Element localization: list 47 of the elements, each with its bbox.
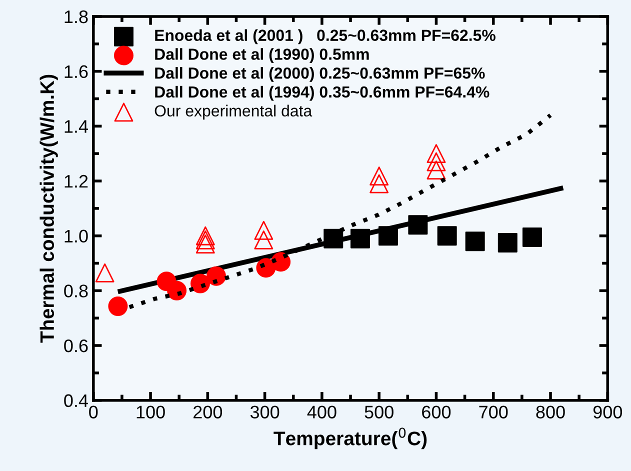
point (378, 226, 398, 246)
y-axis-title: Thermal conductivity(W/m.K) (40, 74, 58, 343)
point (95, 263, 114, 282)
x-tick-label: 200 (194, 406, 222, 418)
point (108, 296, 128, 316)
legend-label: Dall Done et al (2000) 0.25~0.63mm PF=65% (155, 67, 485, 82)
point (408, 215, 428, 235)
point (370, 166, 389, 186)
point (196, 234, 215, 254)
legend-label: Dall Done et al (1994) 0.35~0.6mm PF=64.4% (155, 86, 490, 101)
y-tick-label: 0.4 (64, 394, 88, 408)
point (254, 230, 274, 250)
point (426, 160, 446, 180)
x-tick-label: 100 (136, 406, 165, 418)
x-tick-label: 900 (593, 406, 622, 418)
point (522, 227, 542, 247)
point (498, 232, 518, 252)
point (465, 232, 485, 252)
point (196, 230, 215, 250)
point (426, 152, 446, 172)
legend-label: Our experimental data (154, 104, 312, 120)
legend-label: Enoeda et al (2001 ) 0.25~0.63mm PF=62.5% (155, 29, 496, 44)
point (167, 280, 187, 300)
point (426, 144, 446, 164)
x-tick-label: 0 (89, 406, 98, 418)
y-tick-label: 1.0 (64, 230, 88, 243)
x-tick-label: 600 (422, 406, 451, 418)
y-tick-label: 1.8 (64, 10, 88, 24)
point (196, 226, 215, 246)
y-tick-label: 1.4 (64, 120, 88, 133)
point (206, 266, 226, 286)
y-tick-label: 1.6 (64, 65, 88, 78)
x-tick-label: 500 (364, 406, 394, 418)
y-tick-label: 0.6 (64, 339, 88, 352)
point (254, 220, 274, 240)
x-tick-label: 700 (479, 406, 508, 418)
x-axis-title: Temperature($^{0}$C) (274, 428, 427, 450)
x-tick-label: 300 (250, 406, 280, 418)
point (350, 228, 370, 248)
point (324, 228, 344, 248)
legend-label: Dall Done et al (1990) 0.5mm (155, 48, 369, 64)
y-tick-label: 0.8 (64, 284, 88, 298)
x-tick-label: 400 (307, 406, 336, 418)
point (437, 226, 457, 246)
point (370, 174, 389, 194)
y-tick-label: 1.2 (64, 174, 88, 188)
x-tick-label: 800 (536, 406, 565, 418)
